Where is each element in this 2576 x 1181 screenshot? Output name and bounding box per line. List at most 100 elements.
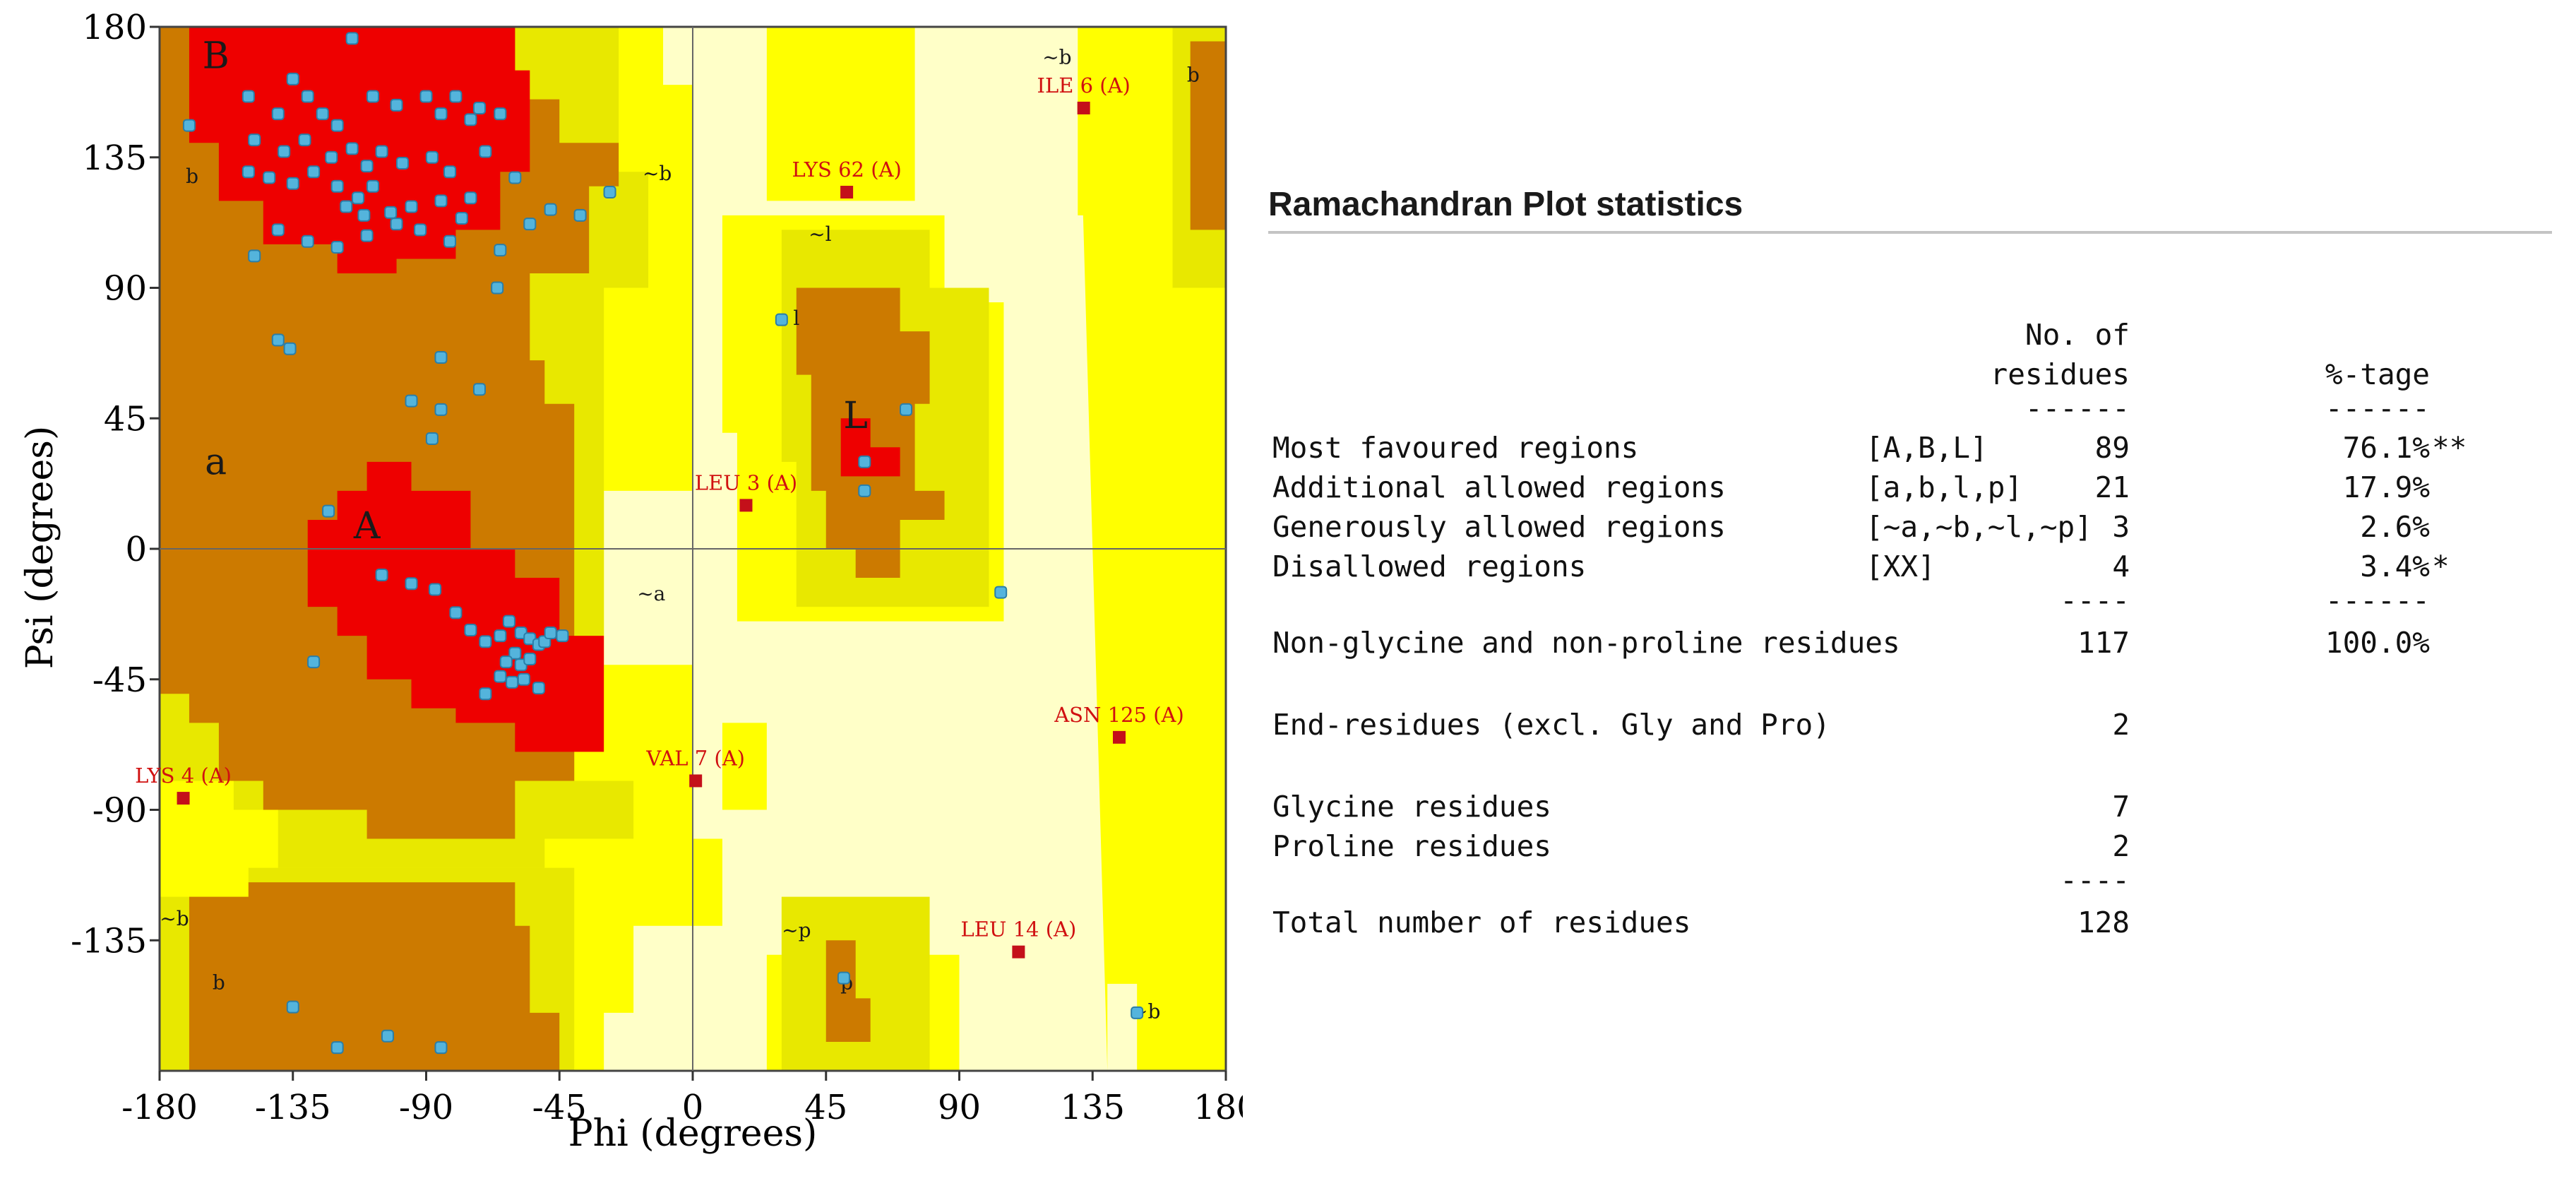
residue-point (556, 629, 569, 643)
header-rule-row: ------ ------ (1272, 391, 2553, 431)
residue-point (301, 235, 314, 248)
residue-point (425, 432, 439, 445)
region-star: ** (2432, 431, 2467, 465)
residue-point (443, 235, 457, 248)
residue-point (405, 200, 418, 213)
residue-point (345, 32, 359, 45)
region-count: 89 (2094, 431, 2130, 465)
residue-point (900, 403, 912, 416)
region-label: L (843, 395, 868, 437)
residue-point (473, 101, 486, 114)
residue-point (248, 249, 261, 263)
residue-point (263, 171, 276, 184)
residue-point (443, 165, 457, 179)
residue-point (330, 1041, 344, 1055)
header-rule-pct: ------ (2325, 391, 2430, 425)
col-header-n-line2: residues (1990, 357, 2130, 391)
favoured-region-B (189, 27, 530, 273)
region-code: [a,b,l,p] (1866, 470, 2023, 504)
stats-row: Additional allowed regions [a,b,l,p] 21 … (1272, 470, 2553, 510)
residue-point (499, 655, 513, 669)
stats-title: Ramachandran Plot statistics (1268, 185, 2552, 234)
y-axis-title: Psi (degrees) (19, 426, 61, 669)
flagged-residue-label: LYS 62 (A) (792, 158, 901, 182)
y-tick-label: -90 (93, 791, 147, 831)
total-row: Total number of residues 128 (1272, 906, 2553, 945)
residue-point (603, 186, 616, 199)
region-percent: 76.1% (2342, 431, 2430, 465)
residue-point (434, 351, 448, 364)
residue-point (1131, 1006, 1144, 1019)
rule-row: ---- ------ (1272, 583, 2553, 623)
region-label: b (213, 971, 225, 994)
end-residues-label: End-residues (excl. Gly and Pro) (1272, 708, 1830, 742)
header-row-1: No. of (1272, 318, 2553, 357)
region-label: B (203, 35, 229, 78)
residue-point (384, 206, 398, 219)
y-tick-label: 90 (104, 269, 147, 309)
x-tick-label: 0 (682, 1088, 704, 1127)
residue-point (544, 203, 557, 216)
residue-point (502, 615, 515, 628)
region-label: ~p (782, 918, 811, 942)
allowed-region-p (825, 940, 871, 1042)
residue-point (375, 568, 388, 581)
x-axis-title: Phi (degrees) (568, 1112, 818, 1155)
region-label: l (793, 307, 799, 330)
end-residues-row: End-residues (excl. Gly and Pro) 2 (1272, 708, 2553, 747)
x-tick-label: -135 (255, 1088, 331, 1127)
region-percent: 2.6% (2360, 510, 2430, 544)
flagged-residue-label: LYS 4 (A) (135, 764, 232, 788)
residue-point (464, 113, 477, 126)
residue-point (994, 586, 1008, 599)
glycine-row: Glycine residues 7 (1272, 790, 2553, 829)
residue-point (479, 687, 492, 701)
residue-point (494, 670, 507, 683)
y-tick-label: 135 (82, 138, 147, 178)
region-label: ~b (1042, 46, 1071, 69)
residue-point (544, 627, 557, 640)
flagged-residue-point (689, 774, 703, 788)
generous-region-top-right (1078, 27, 1138, 215)
flagged-residue-point (1077, 101, 1090, 114)
header-row-2: residues %-tage (1272, 357, 2553, 397)
residue-point (286, 177, 299, 190)
region-label: b (186, 165, 198, 188)
residue-point (366, 90, 379, 103)
residue-point (449, 90, 463, 103)
x-tick-label: 45 (804, 1088, 847, 1127)
region-label: ~l (809, 222, 831, 246)
plot-regions (158, 25, 1227, 1072)
y-tick-label: 180 (82, 8, 147, 47)
flagged-residue-label: LEU 3 (A) (695, 470, 797, 494)
residue-point (573, 208, 587, 222)
residue-point (449, 606, 463, 619)
residue-point (434, 1041, 448, 1055)
residue-point (271, 107, 285, 121)
proline-row: Proline residues 2 (1272, 829, 2553, 869)
end-residues-count: 2 (2112, 708, 2130, 742)
flagged-residue-label: ILE 6 (A) (1037, 73, 1130, 97)
residue-point (390, 218, 403, 231)
y-tick-label: -135 (71, 921, 147, 961)
residue-point (340, 200, 353, 213)
rule-long: ------ (2325, 583, 2430, 617)
region-label: A (353, 505, 381, 547)
non-gly-percent: 100.0% (2325, 626, 2430, 660)
x-tick-label: -180 (121, 1088, 198, 1127)
flagged-residue-label: ASN 125 (A) (1054, 703, 1184, 727)
residue-point (242, 165, 255, 179)
residue-point (248, 133, 261, 147)
stats-row: Generously allowed regions [~a,~b,~l,~p]… (1272, 510, 2553, 550)
non-gly-row: Non-glycine and non-proline residues 117… (1272, 626, 2553, 665)
allowed-region-l (796, 287, 945, 578)
residue-point (286, 1000, 299, 1014)
generous-region-top (766, 27, 915, 201)
region-code: [~a,~b,~l,~p] (1866, 510, 2092, 544)
residue-point (360, 160, 374, 173)
region-label: ~b (160, 907, 189, 930)
total-count: 128 (2077, 906, 2130, 939)
region-code: [XX] (1866, 550, 1936, 583)
y-tick-label: -45 (93, 660, 147, 700)
residue-point (494, 244, 507, 257)
